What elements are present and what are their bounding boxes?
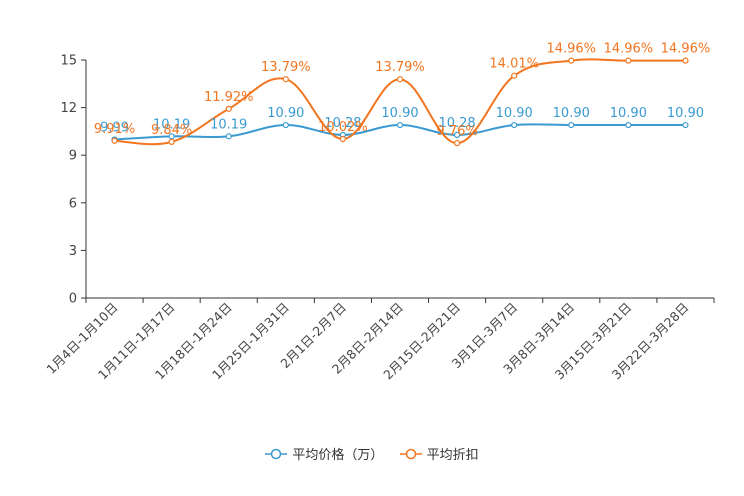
- data-point: [111, 137, 118, 144]
- data-point: [568, 57, 575, 64]
- legend: 平均价格（万） 平均折扣: [0, 444, 744, 464]
- data-point: [339, 135, 347, 143]
- data-point: [168, 138, 175, 145]
- data-label: 10.90: [496, 106, 533, 121]
- legend-line-circle-icon: [265, 448, 288, 459]
- data-point: [511, 121, 518, 129]
- data-label: 10.02%: [318, 120, 368, 135]
- data-label: 10.90: [610, 106, 647, 121]
- data-point: [625, 121, 632, 129]
- data-label: 14.96%: [604, 42, 654, 57]
- y-tick-label: 12: [60, 101, 77, 116]
- line-chart: 036912151月4日-1月10日1月11日-1月17日1月18日-1月24日…: [43, 42, 715, 382]
- data-label: 10.19: [153, 117, 190, 132]
- data-label: 9.76%: [436, 124, 477, 139]
- data-point: [396, 76, 404, 83]
- data-point: [225, 133, 232, 140]
- y-tick-label: 9: [69, 149, 77, 164]
- y-tick-label: 6: [69, 196, 77, 211]
- data-label: 10.28: [438, 116, 475, 131]
- data-label: 14.96%: [661, 42, 711, 57]
- data-point: [682, 57, 689, 64]
- y-tick-label: 0: [69, 292, 77, 307]
- data-point: [225, 105, 232, 112]
- legend-item-discount[interactable]: 平均折扣: [399, 444, 479, 463]
- legend-item-price[interactable]: 平均价格（万）: [265, 444, 383, 463]
- data-label: 13.79%: [261, 60, 311, 75]
- data-label: 9.91%: [94, 122, 135, 137]
- data-point: [682, 121, 689, 129]
- y-tick-label: 3: [69, 244, 77, 259]
- data-label: 10.19: [210, 117, 247, 132]
- data-point: [396, 121, 404, 129]
- data-label: 10.90: [553, 106, 590, 121]
- data-point: [568, 121, 575, 129]
- y-tick-label: 15: [60, 54, 77, 69]
- data-point: [453, 140, 461, 147]
- data-point: [453, 131, 461, 138]
- data-label: 10.90: [267, 106, 304, 121]
- data-label: 10.90: [667, 106, 704, 121]
- data-label: 10.90: [381, 106, 418, 121]
- legend-label-discount: 平均折扣: [426, 448, 479, 463]
- data-label: 11.92%: [204, 90, 254, 105]
- data-label: 14.96%: [546, 42, 596, 57]
- data-point: [282, 76, 289, 83]
- data-label: 9.84%: [151, 123, 192, 138]
- data-point: [282, 121, 289, 129]
- data-label: 13.79%: [375, 60, 425, 75]
- data-label: 14.01%: [489, 57, 539, 72]
- data-point: [511, 72, 518, 79]
- data-label: 10.28: [324, 116, 361, 131]
- data-label: 9.99: [100, 120, 129, 135]
- legend-label-price: 平均价格（万）: [292, 448, 384, 463]
- legend-line-circle-icon: [399, 448, 422, 459]
- data-point: [625, 57, 632, 64]
